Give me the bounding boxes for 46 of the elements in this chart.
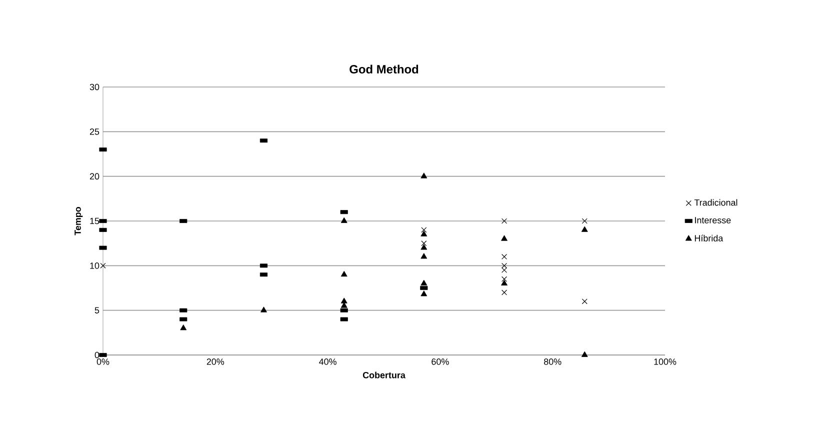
x-tick-label: 40%	[319, 358, 336, 365]
legend-label: Tradicional	[694, 199, 738, 206]
y-tick-label: 25	[90, 128, 100, 135]
point	[420, 280, 428, 286]
point	[180, 324, 187, 330]
point	[421, 227, 427, 233]
x-tick-label: 60%	[432, 358, 449, 365]
x-axis-title: Cobertura	[362, 372, 406, 378]
y-tick-label: 10	[90, 262, 100, 269]
point	[581, 351, 588, 357]
point	[582, 298, 588, 304]
point	[260, 306, 267, 312]
point	[502, 276, 508, 282]
chart-title: God Method	[350, 64, 418, 74]
point	[502, 267, 508, 273]
point	[420, 290, 428, 296]
point	[582, 218, 588, 224]
point	[420, 172, 428, 178]
y-axis-title: Tempo	[74, 206, 83, 236]
point	[502, 262, 508, 268]
y-tick-label: 0	[94, 352, 100, 358]
point	[340, 302, 348, 308]
point	[502, 290, 508, 296]
y-tick-label: 15	[90, 218, 100, 224]
y-tick-label: 30	[90, 84, 100, 90]
point	[581, 226, 588, 232]
point	[502, 218, 508, 224]
point	[502, 254, 508, 260]
point	[420, 230, 428, 236]
point	[340, 217, 348, 223]
point	[340, 298, 348, 304]
point	[501, 235, 508, 241]
legend-label: Interesse	[695, 217, 731, 224]
y-tick-label: 5	[94, 307, 100, 314]
point	[100, 262, 106, 268]
point	[421, 240, 427, 246]
y-tick-label: 20	[90, 173, 100, 180]
legend-label: Híbrida	[694, 234, 724, 242]
point	[501, 280, 508, 286]
point	[340, 270, 348, 277]
x-tick-label: 20%	[206, 358, 224, 365]
point	[420, 244, 428, 250]
x-tick-label: 80%	[544, 358, 562, 365]
x-tick-label: 100%	[654, 358, 676, 365]
point	[420, 253, 428, 259]
x-tick-label: 0%	[96, 358, 110, 365]
